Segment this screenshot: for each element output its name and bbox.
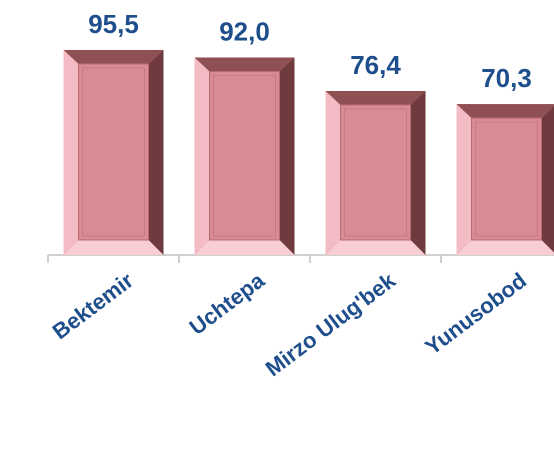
bar-bevel-bottom <box>456 240 554 255</box>
x-tick-label: Bektemir <box>48 267 139 344</box>
bar-bevel-bottom <box>63 240 164 255</box>
value-label: 70,3 <box>481 63 532 93</box>
bar-bevel-top <box>325 90 426 105</box>
bar-face-inner <box>344 108 407 237</box>
bar-bevel-left <box>194 57 210 256</box>
x-tick-label: Uchtepa <box>185 267 270 340</box>
x-tick-label: Mirzo Ulug'bek <box>261 267 401 381</box>
bar-face <box>340 104 411 241</box>
bar-bevel-top <box>456 104 554 119</box>
bar-bevel-right <box>279 57 295 256</box>
bar-face <box>78 63 149 241</box>
bar-bevel-right <box>410 90 426 255</box>
bar-face <box>471 117 542 241</box>
value-label: 92,0 <box>219 16 270 46</box>
bar-face-inner <box>213 74 276 237</box>
bar-bevel-right <box>148 49 164 255</box>
x-tick-label: Yunusobod <box>420 268 531 360</box>
bar-bevel-left <box>456 104 472 255</box>
bar-bevel-bottom <box>325 240 426 255</box>
bar-face-inner <box>82 67 145 237</box>
bar-bevel-bottom <box>194 240 295 255</box>
bar-bevel-left <box>325 90 341 255</box>
bar-bevel-top <box>63 49 164 64</box>
value-label: 95,5 <box>88 9 139 39</box>
bar-bevel-top <box>194 57 295 72</box>
value-label: 76,4 <box>350 50 401 80</box>
bar-face <box>209 70 280 241</box>
bar-bevel-right <box>541 106 554 253</box>
bar-face-inner <box>475 121 538 237</box>
bar-bevel-left <box>63 49 79 255</box>
